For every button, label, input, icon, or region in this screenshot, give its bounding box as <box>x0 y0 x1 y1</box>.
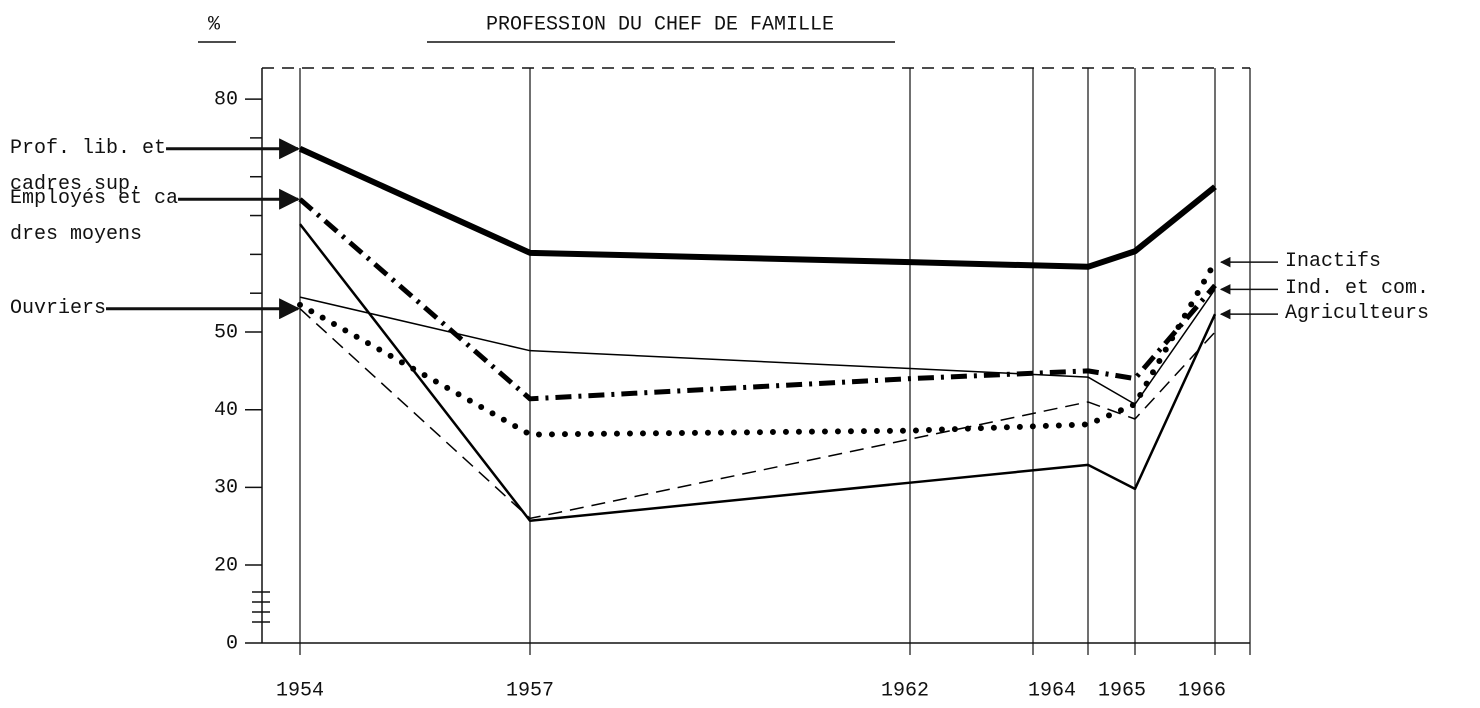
x-tick-label: 1962 <box>881 679 929 702</box>
y-tick-label: 40 <box>214 399 238 422</box>
x-tick-label: 1954 <box>276 679 324 702</box>
series-label: Ouvriers <box>10 296 107 320</box>
series-line <box>298 146 1217 270</box>
series-line <box>297 259 1218 438</box>
series-label: Inactifs <box>1285 250 1382 274</box>
x-tick-label: 1966 <box>1178 679 1226 702</box>
series-line <box>299 223 1217 522</box>
series-label: Prof. lib. et cadres sup. <box>10 136 167 196</box>
y-axis-label: % <box>208 13 221 36</box>
series-label: Employés et ca dres moyens <box>10 187 179 247</box>
series-label: Agriculteurs <box>1285 302 1430 326</box>
y-tick-label: 0 <box>226 632 238 655</box>
chart-title: PROFESSION DU CHEF DE FAMILLE <box>486 13 834 36</box>
y-tick-label: 20 <box>214 554 238 577</box>
x-tick-label: 1965 <box>1098 679 1146 702</box>
series-label: Ind. et com. <box>1285 277 1430 301</box>
series-line <box>299 308 1216 520</box>
series-line <box>298 197 1217 402</box>
axis-break <box>252 591 270 623</box>
y-tick-label: 50 <box>214 321 238 344</box>
x-tick-label: 1957 <box>506 679 554 702</box>
x-tick-label: 1964 <box>1028 679 1076 702</box>
y-tick-label: 30 <box>214 477 238 500</box>
y-tick-label: 80 <box>214 88 238 111</box>
series-line <box>299 288 1216 406</box>
